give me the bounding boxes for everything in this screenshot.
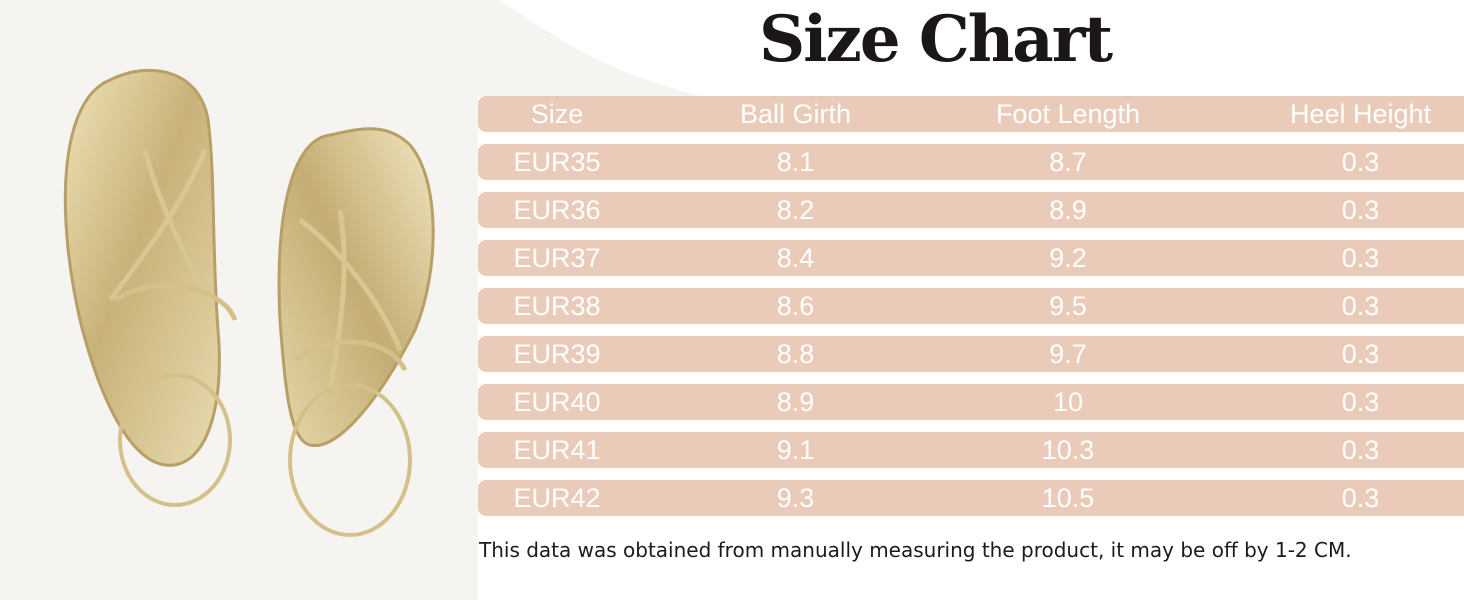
size-cell: EUR36 — [513, 195, 601, 225]
ball-girth-cell: 8.1 — [776, 147, 815, 177]
heel-height-cell: 0.3 — [1341, 339, 1380, 369]
column-header-heel-height: Heel Height — [1289, 99, 1432, 129]
right-sandal — [277, 127, 435, 537]
foot-length-cell: 10.5 — [1041, 483, 1095, 513]
left-sandal — [63, 68, 238, 507]
ball-girth-cell: 8.9 — [776, 387, 815, 417]
foot-length-cell: 8.7 — [1049, 147, 1087, 177]
foot-length-cell: 10.3 — [1041, 435, 1095, 465]
heel-height-cell: 0.3 — [1341, 243, 1380, 273]
table-row: EUR42 9.3 10.5 0.3 — [478, 480, 1464, 516]
heel-height-cell: 0.3 — [1341, 291, 1380, 321]
ball-girth-cell: 9.1 — [776, 435, 815, 465]
heel-height-cell: 0.3 — [1341, 195, 1380, 225]
ball-girth-cell: 8.4 — [776, 243, 815, 273]
size-table: Size Ball Girth Foot Length Heel Height … — [478, 96, 1464, 528]
foot-length-cell: 9.5 — [1049, 291, 1087, 321]
size-cell: EUR38 — [513, 291, 601, 321]
measurement-note: This data was obtained from manually mea… — [479, 538, 1352, 562]
size-cell: EUR35 — [513, 147, 601, 177]
table-row: EUR39 8.8 9.7 0.3 — [478, 336, 1464, 372]
foot-length-cell: 8.9 — [1049, 195, 1087, 225]
ball-girth-cell: 8.2 — [776, 195, 815, 225]
size-cell: EUR37 — [513, 243, 601, 273]
size-cell: EUR39 — [513, 339, 601, 369]
table-row: EUR40 8.9 10 0.3 — [478, 384, 1464, 420]
column-header-size: Size — [530, 99, 584, 129]
table-row: EUR38 8.6 9.5 0.3 — [478, 288, 1464, 324]
foot-length-cell: 9.2 — [1049, 243, 1087, 273]
heel-height-cell: 0.3 — [1341, 147, 1380, 177]
size-cell: EUR40 — [513, 387, 601, 417]
table-header-row: Size Ball Girth Foot Length Heel Height — [478, 96, 1464, 132]
page-title: Size Chart — [758, 2, 1113, 77]
table-row: EUR41 9.1 10.3 0.3 — [478, 432, 1464, 468]
column-header-ball-girth: Ball Girth — [739, 99, 852, 129]
foot-length-cell: 9.7 — [1049, 339, 1087, 369]
foot-length-cell: 10 — [1052, 387, 1084, 417]
ball-girth-cell: 8.6 — [776, 291, 815, 321]
table-row: EUR37 8.4 9.2 0.3 — [478, 240, 1464, 276]
column-header-foot-length: Foot Length — [995, 99, 1141, 129]
table-row: EUR36 8.2 8.9 0.3 — [478, 192, 1464, 228]
table-row: EUR35 8.1 8.7 0.3 — [478, 144, 1464, 180]
ball-girth-cell: 8.8 — [776, 339, 815, 369]
heel-height-cell: 0.3 — [1341, 435, 1380, 465]
ball-girth-cell: 9.3 — [776, 483, 815, 513]
sandals-product-image — [63, 68, 435, 537]
size-cell: EUR42 — [513, 483, 601, 513]
size-cell: EUR41 — [513, 435, 601, 465]
heel-height-cell: 0.3 — [1341, 387, 1380, 417]
heel-height-cell: 0.3 — [1341, 483, 1380, 513]
